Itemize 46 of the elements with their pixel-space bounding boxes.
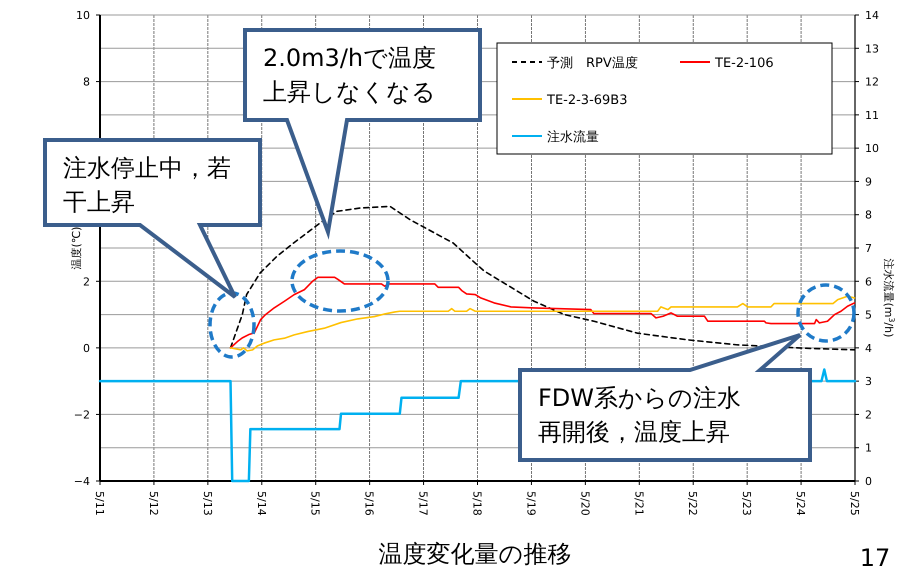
annotation: 注水停止中，若干上昇 <box>63 154 231 216</box>
x-tick-label: 5/15 <box>309 491 322 516</box>
y-tick-label: 8 <box>83 76 90 89</box>
y-axis-title: 温度(℃) <box>70 226 83 270</box>
x-tick-label: 5/14 <box>255 491 268 516</box>
y2-tick-label: 6 <box>865 275 872 288</box>
x-tick-label: 5/20 <box>578 491 592 516</box>
y2-tick-label: 8 <box>865 208 872 222</box>
y2-tick-label: 14 <box>865 9 879 22</box>
x-tick-label: 5/18 <box>471 491 484 516</box>
legend-label: 注水流量 <box>547 129 599 145</box>
y2-tick-label: 3 <box>865 375 872 388</box>
x-tick-label: 5/13 <box>201 491 214 516</box>
y-tick-label: −2 <box>74 408 90 422</box>
y-tick-label: 2 <box>83 275 90 288</box>
y2-tick-label: 7 <box>865 242 872 255</box>
text: 温度変化量の推移 <box>378 540 572 568</box>
y2-tick-label: 2 <box>865 408 872 422</box>
x-tick-label: 5/24 <box>794 491 808 516</box>
annotation: 2.0m3/hで温度上昇しなくなる <box>263 44 436 106</box>
y2-tick-label: 11 <box>865 108 879 122</box>
y-tick-label: 0 <box>83 342 90 355</box>
y2-tick-label: 13 <box>865 42 879 56</box>
x-tick-label: 5/16 <box>363 491 376 516</box>
annotation: FDW系からの注水再開後，温度上昇 <box>538 384 742 446</box>
x-tick-label: 5/12 <box>147 491 160 516</box>
y2-tick-label: 12 <box>865 76 879 89</box>
text: 17 <box>860 544 890 572</box>
y2-tick-label: 0 <box>865 475 872 488</box>
y2-tick-label: 5 <box>865 308 872 322</box>
x-tick-label: 5/19 <box>524 491 538 516</box>
y-tick-label: 10 <box>76 9 90 22</box>
y-tick-label: −4 <box>74 475 90 488</box>
x-tick-label: 5/17 <box>417 491 430 516</box>
legend-label: TE-2-3-69B3 <box>546 93 628 108</box>
legend-label: 予測 RPV温度 <box>547 55 638 71</box>
legend-label: TE-2-106 <box>714 56 774 71</box>
x-tick-label: 5/25 <box>848 491 862 516</box>
x-tick-label: 5/22 <box>686 491 700 516</box>
y2-tick-label: 10 <box>865 142 879 156</box>
x-tick-label: 5/23 <box>740 491 754 516</box>
x-tick-label: 5/21 <box>632 491 646 516</box>
y2-tick-label: 1 <box>865 442 872 455</box>
y2-tick-label: 4 <box>865 342 872 355</box>
x-tick-label: 5/11 <box>94 491 106 516</box>
y2-tick-label: 9 <box>865 175 872 188</box>
